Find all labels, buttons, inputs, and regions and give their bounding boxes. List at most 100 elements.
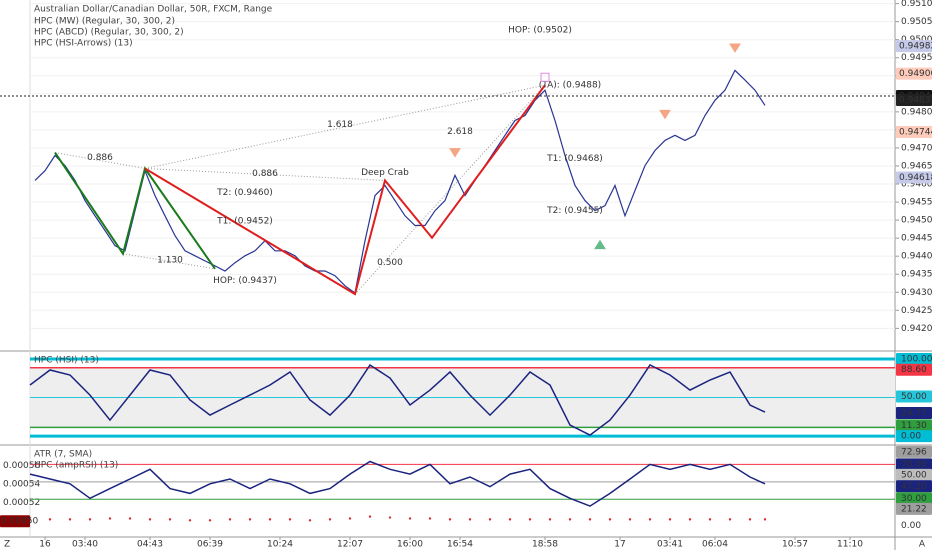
indicator-title: HPC (HSI) (13) xyxy=(34,356,99,366)
x-tick-label: 06:04 xyxy=(702,540,728,550)
annotation: 2.618 xyxy=(447,127,473,137)
atr-dot xyxy=(568,518,572,521)
atr-dot xyxy=(688,518,692,521)
price-label-box xyxy=(0,515,30,528)
x-tick-label: 16:00 xyxy=(397,540,423,550)
price-label-box xyxy=(896,468,932,481)
x-tick-label: 10:57 xyxy=(782,540,808,550)
x-tick-label: 06:39 xyxy=(197,540,223,550)
pattern-leg xyxy=(54,152,216,270)
annotation: T2: (0.9455) xyxy=(546,206,603,216)
price-label: 47.20 xyxy=(901,482,927,492)
annotation: Deep Crab xyxy=(361,168,409,178)
atr-dot xyxy=(528,518,532,521)
price-line xyxy=(34,69,766,295)
atr-dot xyxy=(368,515,372,518)
price-label-box xyxy=(896,480,932,493)
atr-dot xyxy=(668,518,672,521)
atr-dot xyxy=(628,518,632,521)
signal-marker xyxy=(594,239,606,250)
x-tick-label: 17 xyxy=(614,540,625,550)
corner-label: Z xyxy=(4,540,10,550)
atr-dot xyxy=(288,518,292,521)
atr-dot xyxy=(228,518,232,521)
atr-dot xyxy=(148,518,152,521)
atr-dot xyxy=(348,517,352,520)
signal-marker xyxy=(659,109,671,120)
indicator-legend: HPC (ABCD) (Regular, 30, 300, 2) xyxy=(34,28,184,38)
x-tick-label: 11:10 xyxy=(837,540,863,550)
annotation: 1.130 xyxy=(157,255,183,265)
annotation: HOP: (0.9502) xyxy=(508,25,572,35)
atr-dot xyxy=(748,518,752,521)
hsi-line xyxy=(29,363,766,436)
price-label: 30.00 xyxy=(901,494,927,504)
atr-dot xyxy=(208,519,212,522)
annotation: 0.500 xyxy=(377,258,403,268)
price-label: 0.94982 xyxy=(899,42,932,52)
price-label: 70.00 xyxy=(901,460,927,470)
price-label: 0.00050 xyxy=(1,517,38,527)
x-tick-label: 03:40 xyxy=(72,540,98,550)
price-label: 72.96 xyxy=(901,447,927,457)
atr-dot xyxy=(328,518,332,521)
price-label: 88.60 xyxy=(901,365,927,375)
y-tick-label: 0.00054 xyxy=(3,480,40,490)
chart-title: Australian Dollar/Canadian Dollar, 50R, … xyxy=(34,5,273,15)
atr-dot xyxy=(608,518,612,521)
indicator-title: HPC (ampRSI) (13) xyxy=(34,461,118,471)
atr-dot xyxy=(548,518,552,521)
price-label: 21.22 xyxy=(901,504,927,514)
atr-dot xyxy=(48,518,52,521)
annotation: T2: (0.9460) xyxy=(216,188,273,198)
atr-dot xyxy=(468,518,472,521)
price-label-box xyxy=(896,126,932,139)
price-label-box xyxy=(896,352,932,365)
atr-dot xyxy=(268,518,272,521)
atr-dot xyxy=(308,519,312,522)
price-label-box xyxy=(896,502,932,515)
atr-dot xyxy=(388,516,392,519)
atr-dot xyxy=(763,518,767,521)
atr-dot xyxy=(508,518,512,521)
atr-dot xyxy=(68,518,72,521)
price-label-box xyxy=(896,40,932,53)
atr-dot xyxy=(648,518,652,521)
atr-dot xyxy=(488,518,492,521)
atr-dot xyxy=(708,518,712,521)
annotation: HOP: (0.9437) xyxy=(213,276,277,286)
price-label-box xyxy=(896,445,932,458)
pattern-guide xyxy=(122,253,216,270)
price-label-box xyxy=(896,390,932,403)
price-label: 50.00 xyxy=(901,392,927,402)
pattern-guide xyxy=(144,84,546,169)
atr-dot xyxy=(588,518,592,521)
price-label-box xyxy=(896,419,932,432)
atr-dot xyxy=(248,518,252,521)
x-tick-label: 16 xyxy=(39,540,51,550)
amprsi-line xyxy=(29,460,766,507)
atr-dot xyxy=(448,518,452,521)
annotation: 0.886 xyxy=(252,169,278,179)
pattern-leg xyxy=(144,84,546,296)
price-label: 0.00 xyxy=(901,432,921,442)
y-tick-label: 0.95100 xyxy=(901,0,932,9)
price-label-box xyxy=(896,67,932,80)
x-tick-label: 04:43 xyxy=(137,540,163,550)
atr-dot xyxy=(188,519,192,522)
x-tick-label: 12:07 xyxy=(337,540,363,550)
annotation: 1.618 xyxy=(327,120,353,130)
